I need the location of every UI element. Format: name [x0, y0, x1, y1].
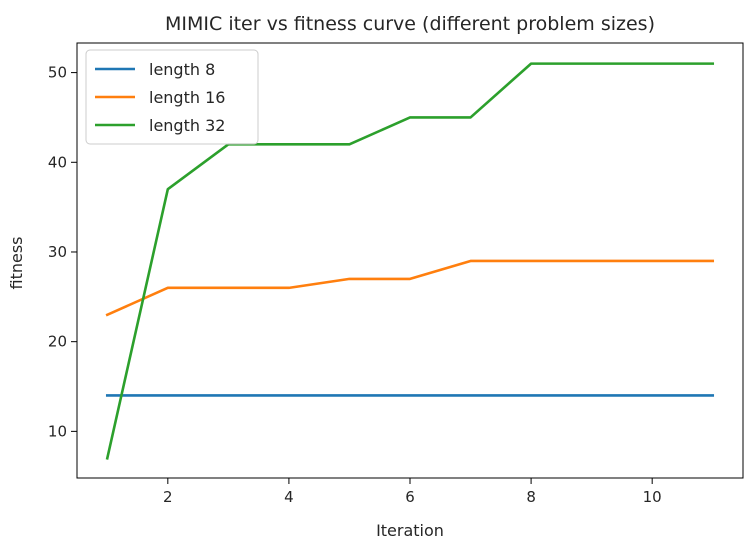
chart-title: MIMIC iter vs fitness curve (different p…: [165, 13, 655, 35]
legend: length 8 length 16 length 32: [85, 49, 259, 145]
x-tick-label: 2: [163, 488, 173, 506]
x-tick-label: 8: [526, 488, 536, 506]
ticks-layer: 2 4 6 8 10 10 20 30 40 50: [48, 64, 662, 506]
y-tick-label: 30: [48, 243, 67, 261]
x-axis-label: Iteration: [376, 521, 444, 540]
series-line-3: [105, 62, 715, 460]
legend-box: [85, 49, 259, 145]
y-axis-label: fitness: [7, 236, 26, 289]
y-tick-label: 10: [48, 422, 67, 440]
series-line-2: [105, 259, 715, 317]
y-tick-label: 40: [48, 153, 67, 171]
legend-label: length 16: [149, 88, 225, 107]
x-tick-label: 6: [405, 488, 415, 506]
y-tick-label: 20: [48, 333, 67, 351]
y-tick-label: 50: [48, 64, 67, 82]
x-tick-label: 10: [643, 488, 662, 506]
legend-label: length 32: [149, 116, 225, 135]
legend-label: length 8: [149, 60, 215, 79]
x-tick-label: 4: [284, 488, 294, 506]
series-layer: [105, 62, 715, 460]
